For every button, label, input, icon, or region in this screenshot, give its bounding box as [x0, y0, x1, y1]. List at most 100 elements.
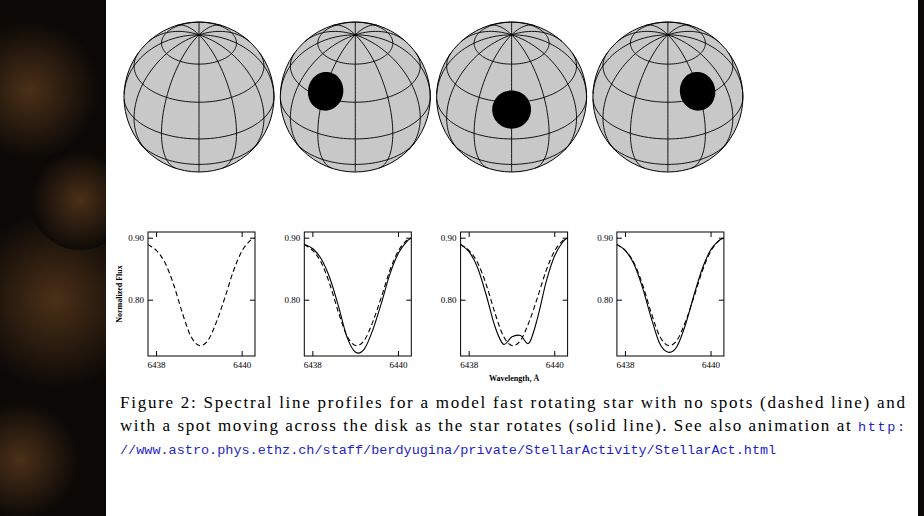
- star-sphere: [437, 22, 587, 172]
- x-tick: [398, 351, 399, 356]
- x-tick: [242, 351, 243, 356]
- y-tick-label: 0.80: [597, 295, 613, 305]
- y-tick-label: 0.90: [128, 233, 144, 243]
- figure-canvas: 0.800.9064386440Normalized Flux0.800.906…: [0, 0, 924, 516]
- star-disk: [437, 22, 587, 172]
- x-tick: [242, 232, 243, 237]
- meridian-line: [512, 35, 577, 151]
- y-tick: [304, 300, 309, 301]
- y-tick: [250, 300, 255, 301]
- caption-line: //www.astro.phys.ethz.ch/staff/berdyugin…: [120, 443, 776, 458]
- plot-lines: [461, 238, 568, 345]
- caption-text: with a spot moving across the disk as th…: [120, 416, 857, 435]
- paper: [106, 0, 918, 516]
- y-tick: [250, 238, 255, 239]
- meridian-line: [177, 25, 199, 35]
- plot-frame: [617, 232, 724, 356]
- x-tick: [625, 232, 626, 237]
- caption-line: Figure 2: Spectral line profiles for a m…: [120, 393, 906, 412]
- meridian-line: [355, 35, 356, 172]
- line-profile: [461, 238, 568, 345]
- x-tick: [312, 232, 313, 237]
- y-tick: [563, 300, 568, 301]
- meridian-line: [667, 22, 668, 35]
- meridian-line: [355, 22, 356, 35]
- x-tick: [398, 232, 399, 237]
- meridian-line: [490, 25, 512, 35]
- meridian-line: [512, 25, 534, 35]
- x-tick: [711, 232, 712, 237]
- plot-frame: [461, 232, 568, 356]
- x-axis-title: Wavelength, Å: [489, 374, 539, 383]
- y-tick-label: 0.80: [441, 295, 457, 305]
- y-tick: [406, 300, 411, 301]
- x-tick: [156, 232, 157, 237]
- star-sphere: [593, 22, 743, 172]
- meridian-line: [447, 35, 512, 151]
- x-tick: [625, 351, 626, 356]
- star-spot: [492, 90, 531, 128]
- line-profile: [304, 238, 411, 345]
- star-sphere: [280, 22, 430, 172]
- star-sphere: [124, 22, 274, 172]
- plot-lines: [617, 238, 724, 352]
- meridian-line: [199, 35, 274, 97]
- line-profile-panel: 0.800.9064386440Wavelength, Å: [441, 232, 568, 383]
- meridian-line: [199, 25, 221, 35]
- caption-link: http:: [858, 420, 905, 435]
- meridian-line: [461, 31, 511, 41]
- y-tick: [617, 238, 622, 239]
- caption-text: Figure 2: Spectral line profiles for a m…: [120, 393, 906, 412]
- meridian-line: [355, 25, 377, 35]
- y-tick: [461, 238, 466, 239]
- line-profile-panel: 0.800.9064386440Normalized Flux: [115, 232, 255, 370]
- meridian-line: [199, 22, 200, 35]
- star-disk: [280, 22, 430, 172]
- meridian-line: [124, 35, 199, 94]
- meridian-line: [668, 35, 733, 151]
- x-tick: [156, 351, 157, 356]
- plot-lines: [304, 238, 411, 353]
- star-disk: [124, 22, 274, 172]
- meridian-line: [511, 22, 512, 35]
- x-tick-label: 6438: [148, 360, 167, 370]
- y-axis-title: Normalized Flux: [115, 265, 124, 323]
- background: [0, 0, 924, 516]
- x-tick: [469, 351, 470, 356]
- caption-line: with a spot moving across the disk as th…: [120, 416, 905, 435]
- meridian-line: [437, 35, 512, 94]
- meridian-line: [630, 35, 668, 168]
- line-profile: [304, 238, 411, 353]
- meridian-line: [668, 31, 718, 41]
- star-disk: [593, 22, 743, 172]
- meridian-line: [134, 35, 199, 151]
- x-tick-label: 6440: [702, 360, 721, 370]
- star-spot: [680, 72, 715, 111]
- y-tick: [617, 300, 622, 301]
- y-tick-label: 0.80: [285, 295, 301, 305]
- plot-frame: [148, 232, 255, 356]
- x-tick-label: 6438: [616, 360, 635, 370]
- x-tick-label: 6440: [389, 360, 408, 370]
- meridian-line: [512, 35, 587, 97]
- y-tick: [406, 238, 411, 239]
- meridian-line: [667, 35, 668, 172]
- meridian-line: [290, 35, 355, 151]
- x-tick: [554, 351, 555, 356]
- line-profile-panel: 0.800.9064386440: [285, 232, 412, 370]
- meridian-line: [149, 31, 199, 41]
- y-tick: [563, 238, 568, 239]
- x-tick: [312, 351, 313, 356]
- y-tick: [148, 300, 153, 301]
- line-profile: [148, 238, 255, 345]
- meridian-line: [355, 31, 405, 41]
- meridian-line: [617, 31, 667, 41]
- meridian-line: [162, 35, 200, 168]
- meridian-line: [199, 35, 264, 151]
- y-tick: [719, 300, 724, 301]
- x-tick-label: 6438: [460, 360, 479, 370]
- meridian-line: [355, 35, 420, 151]
- background-texture: [0, 20, 100, 160]
- background-texture: [0, 400, 80, 516]
- meridian-line: [593, 35, 668, 94]
